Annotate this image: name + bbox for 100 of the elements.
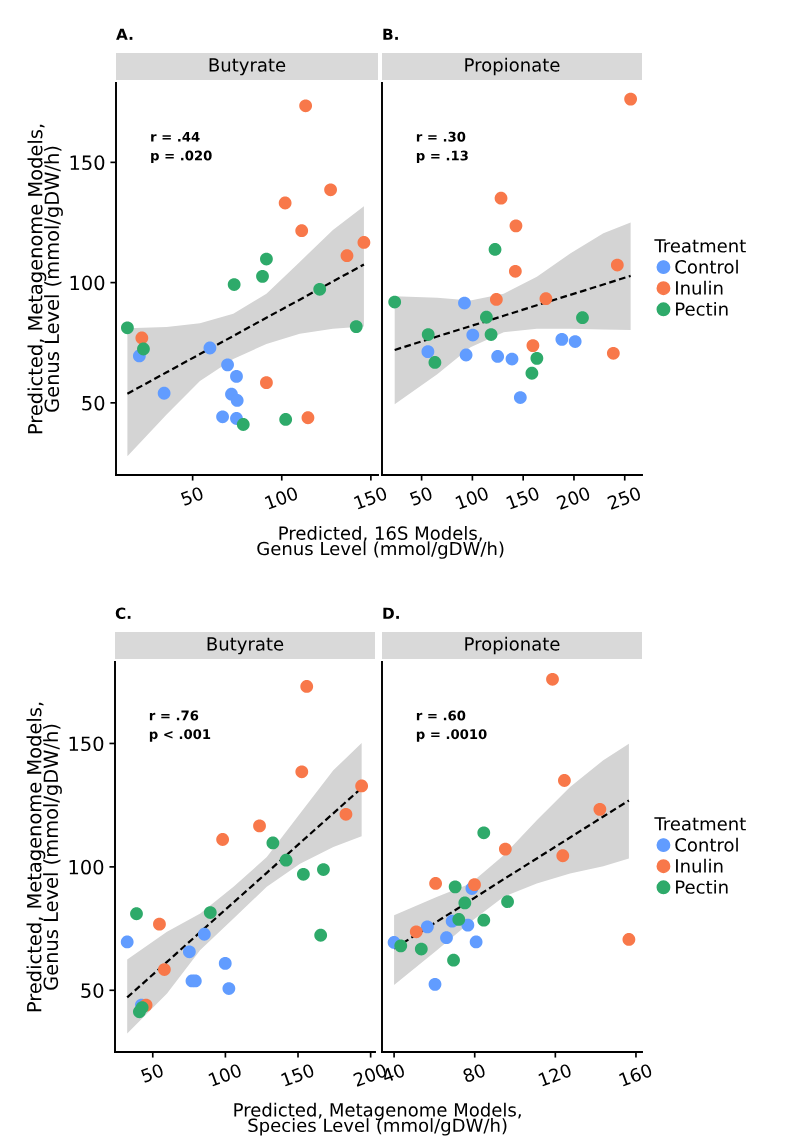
point xyxy=(505,352,519,366)
point xyxy=(203,906,217,919)
point xyxy=(182,945,196,959)
point xyxy=(295,765,309,779)
point xyxy=(236,418,250,431)
point xyxy=(301,411,315,425)
line-series xyxy=(126,263,366,395)
point xyxy=(458,896,472,910)
annotation: p = .020 xyxy=(151,150,212,164)
point xyxy=(295,224,309,238)
point xyxy=(279,853,293,867)
point xyxy=(501,895,514,909)
legend-label: Control xyxy=(675,837,738,852)
x-tick-label: 150 xyxy=(505,486,541,510)
point xyxy=(317,863,330,876)
point xyxy=(299,99,313,113)
point xyxy=(530,351,544,365)
point xyxy=(624,92,638,106)
point xyxy=(421,345,435,359)
point xyxy=(394,939,408,953)
point xyxy=(558,774,571,787)
point xyxy=(466,328,480,342)
point xyxy=(498,842,512,856)
point xyxy=(489,293,503,306)
point xyxy=(458,296,471,310)
point xyxy=(576,311,589,325)
x-tick-label: 100 xyxy=(208,1063,243,1087)
point xyxy=(260,252,273,266)
x-tick-label: 250 xyxy=(606,486,642,510)
annotation: r = .30 xyxy=(416,131,466,142)
x-axis-title: Predicted, Metagenome Models, Species Level (mmol/gDW/h) xyxy=(234,1102,521,1136)
point xyxy=(448,880,462,894)
x-tick-label: 50 xyxy=(180,486,205,506)
annotation: p < .001 xyxy=(149,729,211,742)
x-tick-label: 50 xyxy=(140,1063,165,1083)
point xyxy=(593,802,607,816)
y-axis-title: Predicted, Metagenome Models, Genus Level (mmol/gDW/h) xyxy=(27,124,63,434)
point xyxy=(357,236,371,249)
annotation: p = .13 xyxy=(416,150,468,164)
y-axis-title: Predicted, Metagenome Models, Genus Level (mmol/gDW/h) xyxy=(26,702,62,1012)
point xyxy=(480,310,493,324)
point xyxy=(340,249,354,263)
point xyxy=(428,977,442,991)
point xyxy=(157,386,171,400)
x-tick-label: 80 xyxy=(462,1063,487,1083)
point xyxy=(339,807,353,821)
point xyxy=(526,339,540,353)
legend-label: Control xyxy=(675,259,738,274)
chart-subtitle: Propionate xyxy=(465,57,560,76)
point xyxy=(279,413,293,426)
point xyxy=(355,779,369,793)
point xyxy=(469,935,483,949)
point xyxy=(227,278,241,291)
x-tick-label: 160 xyxy=(618,1063,653,1087)
point xyxy=(203,341,217,355)
point xyxy=(137,342,150,356)
point xyxy=(468,878,481,892)
point xyxy=(230,394,244,407)
point xyxy=(508,264,522,278)
point xyxy=(421,328,435,341)
point xyxy=(133,1005,146,1019)
point xyxy=(222,982,236,995)
point xyxy=(606,346,620,360)
point xyxy=(513,391,527,404)
point xyxy=(494,191,508,205)
point xyxy=(216,410,229,424)
point xyxy=(488,243,502,256)
y-tick-label: 150 xyxy=(69,736,104,752)
point xyxy=(260,376,273,390)
point xyxy=(120,935,134,949)
point xyxy=(555,332,569,346)
point xyxy=(300,680,314,693)
point xyxy=(409,925,423,939)
point xyxy=(539,292,553,306)
chart-title: A. xyxy=(116,28,133,40)
chart-subtitle: Butyrate xyxy=(207,637,284,655)
point xyxy=(525,366,539,380)
point xyxy=(477,913,491,927)
x-tick-label: 200 xyxy=(556,486,591,510)
point xyxy=(130,907,143,921)
point xyxy=(121,321,134,335)
point xyxy=(622,933,636,946)
legend-label: Inulin xyxy=(676,858,723,873)
chart-title: D. xyxy=(383,607,399,619)
x-tick-label: 50 xyxy=(409,486,434,506)
point xyxy=(296,867,310,881)
point xyxy=(420,920,434,934)
legend-title: Treatment xyxy=(654,817,746,831)
point xyxy=(509,219,523,233)
point xyxy=(546,672,559,686)
point xyxy=(314,928,328,942)
point xyxy=(253,819,266,833)
annotation: r = .60 xyxy=(416,710,466,721)
point xyxy=(556,849,570,863)
y-tick-label: 50 xyxy=(81,983,104,998)
point xyxy=(349,320,363,334)
point xyxy=(324,183,337,197)
x-tick-label: 150 xyxy=(353,486,388,510)
point xyxy=(484,328,498,341)
legend-label: Inulin xyxy=(676,280,723,295)
